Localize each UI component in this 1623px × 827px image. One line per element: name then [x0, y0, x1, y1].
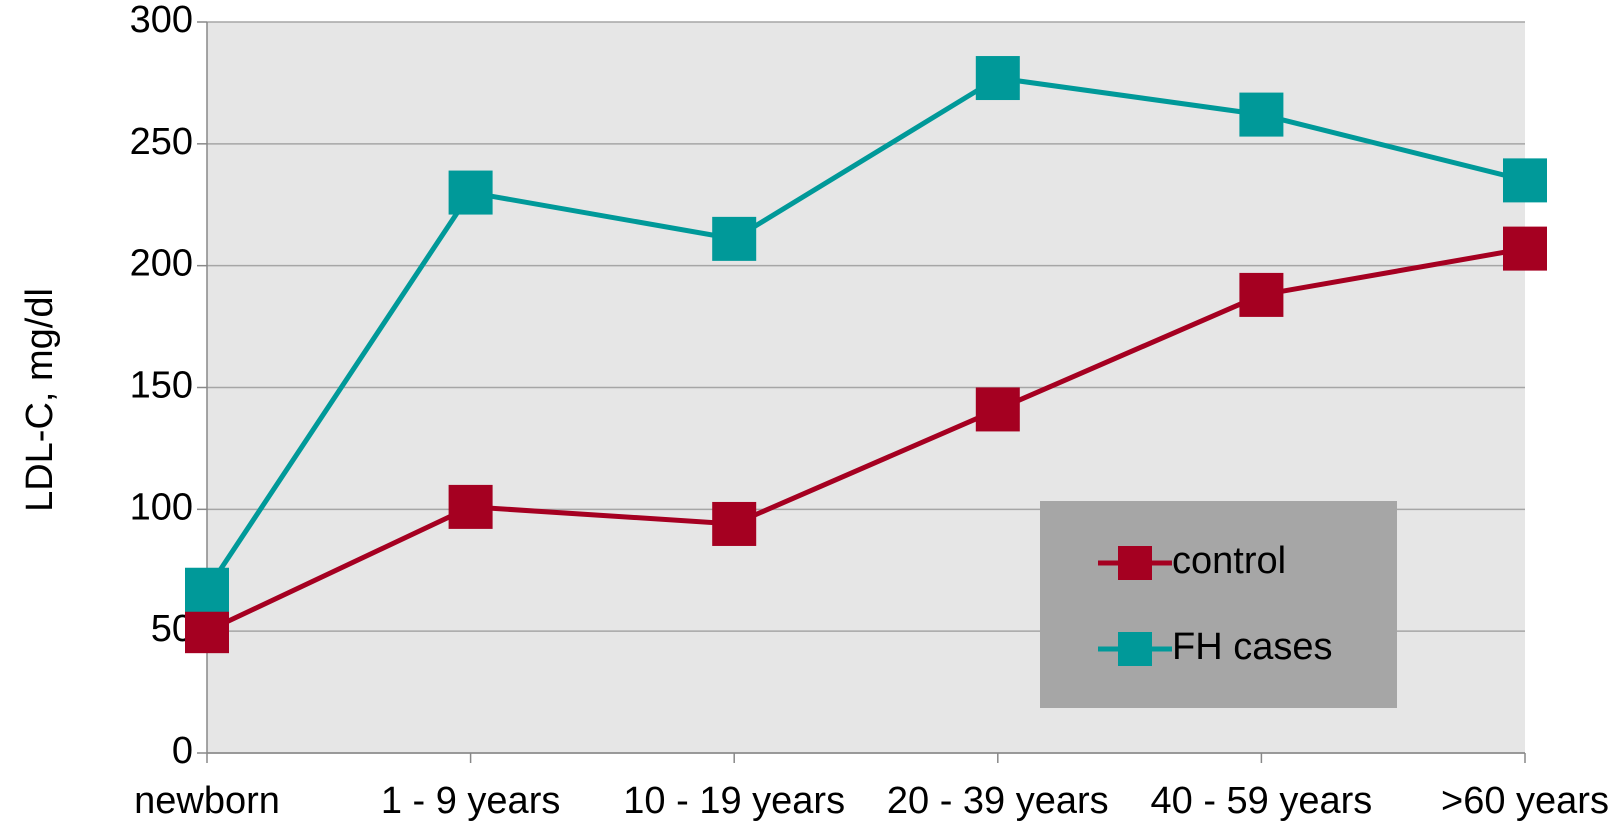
series-line	[204, 75, 1526, 592]
data-point	[712, 216, 757, 261]
data-point	[1239, 92, 1284, 137]
y-tick-label: 300	[130, 0, 193, 41]
data-point	[1503, 226, 1547, 271]
x-tick-label: newborn	[134, 780, 280, 822]
data-point	[975, 387, 1020, 432]
data-point	[185, 567, 229, 612]
y-tick-label: 250	[130, 121, 193, 163]
x-tick-label: 40 - 59 years	[1151, 780, 1373, 822]
data-point	[185, 609, 229, 654]
y-tick-label: 0	[172, 730, 193, 772]
x-tick-label: 20 - 39 years	[887, 780, 1109, 822]
y-tick-label: 100	[130, 486, 193, 528]
data-point	[712, 501, 757, 546]
y-axis-label: LDL-C, mg/dl	[19, 288, 61, 512]
legend-label: control	[1172, 540, 1286, 582]
y-tick-label: 150	[130, 365, 193, 407]
x-tick-label: 1 - 9 years	[381, 780, 561, 822]
x-tick-label: >60 years	[1441, 780, 1609, 822]
data-point	[448, 484, 493, 529]
data-point	[448, 170, 493, 215]
legend-box	[1040, 501, 1397, 708]
data-point	[1503, 158, 1547, 203]
legend-marker	[1118, 632, 1152, 666]
data-point	[1239, 272, 1284, 317]
y-tick-label: 200	[130, 243, 193, 285]
legend-marker	[1118, 546, 1152, 580]
data-point	[975, 56, 1020, 101]
series-line	[205, 246, 1526, 634]
legend-label: FH cases	[1172, 626, 1332, 668]
x-tick-label: 10 - 19 years	[623, 780, 845, 822]
